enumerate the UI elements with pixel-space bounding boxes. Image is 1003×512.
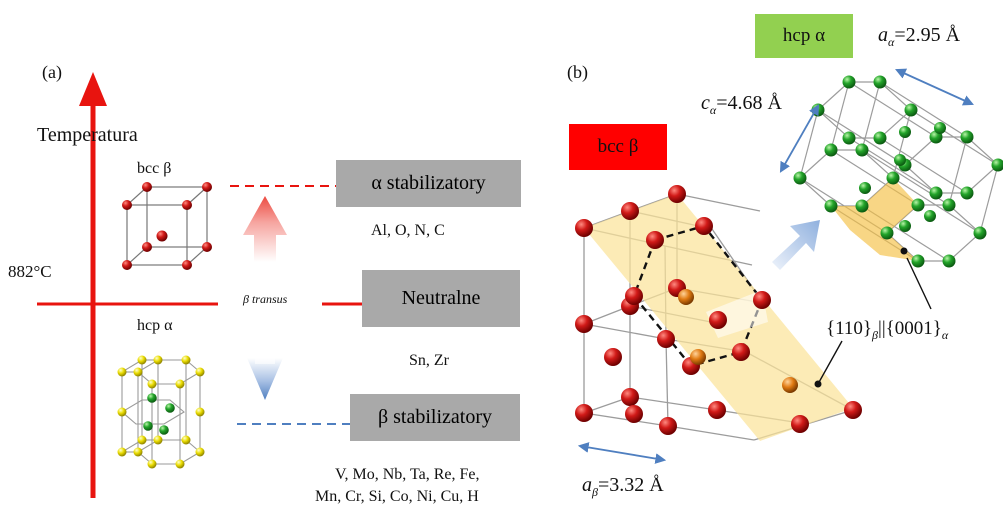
- a-alpha-subscript: α: [888, 35, 895, 49]
- plane-beta-subscript: β: [872, 327, 879, 342]
- c-alpha-symbol: c: [701, 92, 710, 114]
- bcc-atoms-large: [575, 185, 862, 435]
- a-beta-value: =3.32 Å: [597, 474, 664, 496]
- bcc-beta-phase-label: bcc β: [137, 160, 172, 177]
- alpha-stabilizer-elements: Al, O, N, C: [371, 222, 445, 239]
- bcc-plane-leader: [817, 340, 843, 385]
- a-alpha-lattice-parameter: aα=2.95 Å: [878, 24, 960, 50]
- c-alpha-dimension-arrow: [779, 104, 820, 173]
- bcc-plane-leader-dot: [814, 380, 822, 388]
- beta-stabilizer-elements-line2: Mn, Cr, Si, Co, Ni, Cu, H: [315, 488, 479, 505]
- hcp-plane-leader-dot: [900, 247, 908, 255]
- hcp-atoms-small: [117, 355, 205, 469]
- hcp-0001-plane: [831, 178, 918, 261]
- a-alpha-dimension-arrow: [895, 68, 974, 106]
- down-blue-arrow: [247, 358, 283, 400]
- hcp-unit-cell-small: [121, 359, 201, 465]
- plane-orientation-relationship: {110}β||{0001}α: [826, 318, 948, 343]
- transformation-arrow: [772, 220, 820, 270]
- panel-b-label: (b): [567, 62, 588, 82]
- a-beta-subscript: β: [592, 485, 598, 499]
- hcp-alpha-phase-label: hcp α: [137, 317, 173, 334]
- hcp-alpha-tag: hcp α: [755, 14, 853, 58]
- hcp-plane-leader: [906, 257, 932, 310]
- up-red-arrow: [243, 196, 287, 262]
- alpha-stabilizers-box: α stabilizatory: [336, 160, 521, 207]
- hcp-unit-cell-large: [799, 81, 999, 262]
- plane-alpha-subscript: α: [941, 327, 949, 342]
- c-alpha-value: =4.68 Å: [716, 92, 782, 114]
- c-alpha-subscript: α: [709, 103, 717, 117]
- plane-alpha-index: {0001}: [885, 318, 942, 339]
- neutral-elements-box: Neutralne: [362, 270, 520, 327]
- beta-stabilizers-box: β stabilizatory: [350, 394, 520, 441]
- plane-beta-index: {110}: [826, 318, 873, 339]
- neutral-elements-list: Sn, Zr: [409, 352, 449, 369]
- c-alpha-lattice-parameter: cα=4.68 Å: [701, 92, 782, 118]
- a-beta-dimension-arrow: [577, 442, 667, 464]
- plane-separator: ||: [878, 318, 886, 339]
- hcp-atoms-large: [793, 75, 1003, 268]
- a-alpha-symbol: a: [878, 24, 888, 46]
- a-beta-lattice-parameter: aβ=3.32 Å: [582, 474, 664, 500]
- bcc-unit-cell-small: [126, 186, 208, 266]
- transus-temperature-label: 882°C: [8, 262, 52, 281]
- a-alpha-value: =2.95 Å: [894, 24, 961, 46]
- bcc-atoms-small: [122, 182, 212, 270]
- temperature-axis-title: Temperatura: [37, 124, 138, 146]
- temperature-axis-arrowhead: [79, 72, 107, 106]
- temperature-axis: [79, 72, 107, 498]
- beta-stabilizer-elements-line1: V, Mo, Nb, Ta, Re, Fe,: [335, 466, 480, 483]
- a-beta-symbol: a: [582, 474, 592, 496]
- bcc-beta-tag: bcc β: [569, 124, 667, 170]
- panel-a-label: (a): [42, 62, 62, 82]
- beta-transus-label: β transus: [243, 292, 288, 306]
